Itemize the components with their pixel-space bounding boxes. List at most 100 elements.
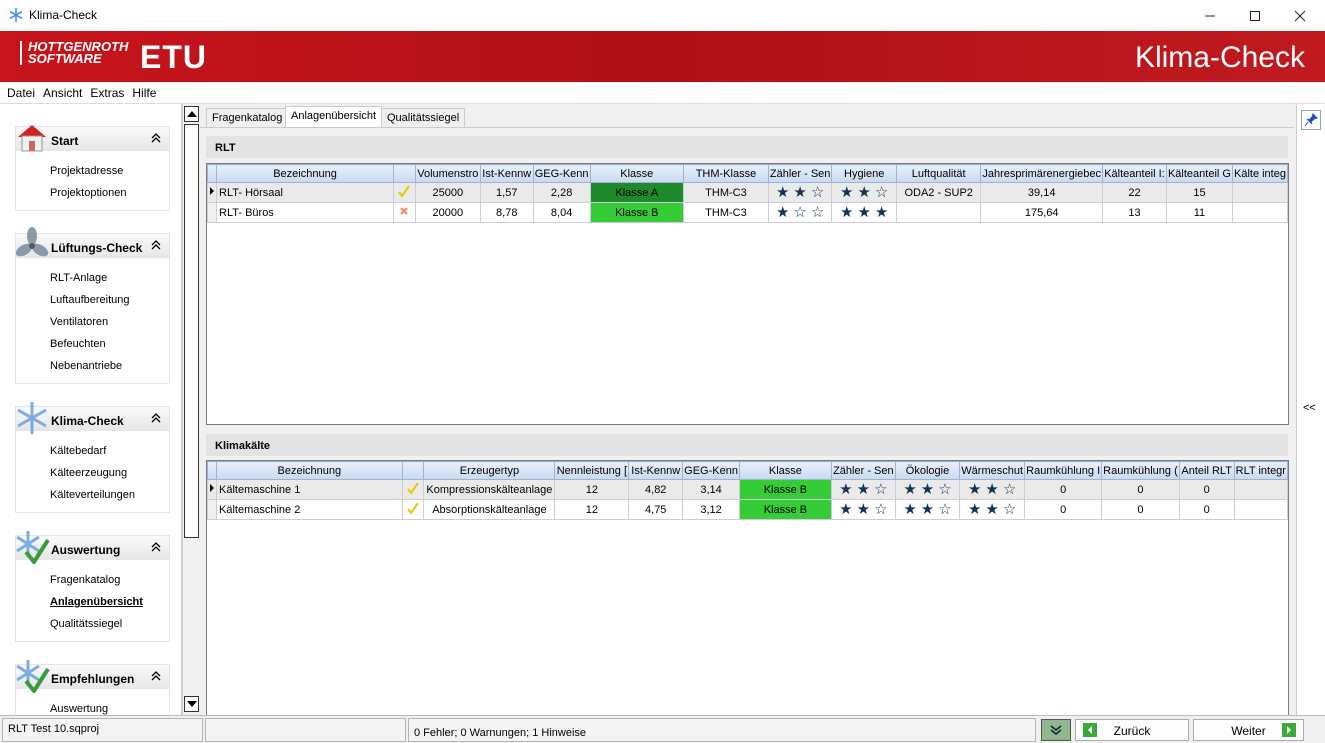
- cell: ODA2 - SUP2: [895, 182, 982, 203]
- nav-item[interactable]: Projektadresse: [50, 165, 124, 177]
- column-header[interactable]: Zähler - Sen: [767, 164, 833, 183]
- expand-button[interactable]: [1041, 719, 1071, 741]
- nav-section-header[interactable]: Klima-Check: [16, 402, 169, 434]
- ok-icon: [398, 185, 411, 198]
- column-header[interactable]: Nennleistung [: [554, 461, 630, 480]
- column-header[interactable]: Kälteanteil I:: [1102, 164, 1167, 183]
- column-header[interactable]: Raumkühlung I: [1024, 461, 1103, 480]
- cell: 0: [1101, 499, 1180, 520]
- tab-active[interactable]: Anlagenübersicht: [285, 106, 383, 127]
- cell: 15: [1165, 182, 1233, 203]
- tab[interactable]: Fragenkatalog: [206, 108, 289, 127]
- column-header[interactable]: GEG-Kenn: [532, 164, 591, 183]
- rlt-table: Bezeichnung Volumenstro Ist-Kennw GEG-Kenn K…: [207, 164, 1288, 223]
- star-filled: ★: [856, 480, 871, 498]
- status-bar: RLT Test 10.sqproj 0 Fehler; 0 Warnungen…: [0, 715, 1325, 743]
- nav-item[interactable]: RLT-Anlage: [50, 272, 108, 284]
- column-header[interactable]: Klasse: [738, 461, 832, 480]
- nav-item[interactable]: Befeuchten: [50, 338, 106, 350]
- menu-item[interactable]: Hilfe: [132, 86, 157, 100]
- collapse-button[interactable]: <<: [1303, 402, 1316, 414]
- next-button[interactable]: Weiter: [1193, 719, 1304, 741]
- column-header[interactable]: RLT integr: [1233, 461, 1288, 480]
- rating: ★ ★ ☆: [830, 479, 896, 500]
- table-row[interactable]: Kältemaschine 1 Kompressionskälteanlage 12…: [207, 479, 1288, 500]
- column-header[interactable]: Bezeichnung: [216, 461, 403, 480]
- app-header: HOTTGENROTH SOFTWARE ETU Klima-Check: [0, 31, 1325, 82]
- cell: 8,04: [532, 202, 591, 223]
- nav-item[interactable]: Ventilatoren: [50, 316, 109, 328]
- tab[interactable]: Qualitätssiegel: [381, 108, 466, 127]
- nav-item[interactable]: Luftaufbereitung: [50, 294, 130, 306]
- column-header[interactable]: Zähler - Sen: [830, 461, 896, 480]
- column-header[interactable]: Luftqualität: [895, 164, 982, 183]
- logo-line2: SOFTWARE: [28, 51, 102, 66]
- ok-icon: [407, 482, 419, 495]
- collapse-icon[interactable]: [151, 133, 161, 143]
- column-header[interactable]: Erzeugertyp: [423, 461, 556, 480]
- column-header[interactable]: GEG-Kenn: [682, 461, 740, 480]
- nav-item[interactable]: Qualitätssiegel: [50, 618, 123, 630]
- title-bar: Klima-Check: [0, 0, 1325, 31]
- rlt-grid: Bezeichnung Volumenstro Ist-Kennw GEG-Kenn K…: [206, 163, 1289, 425]
- nav-item[interactable]: Anlagenübersicht: [50, 596, 143, 608]
- column-header[interactable]: Wärmeschut: [959, 461, 1026, 480]
- cell: 0: [1024, 499, 1103, 520]
- cell: 175,64: [980, 202, 1103, 223]
- menu-item[interactable]: Datei: [7, 86, 36, 100]
- menu-item[interactable]: Extras: [90, 86, 125, 100]
- nav-item[interactable]: Kälteerzeugung: [50, 467, 128, 479]
- nav-item[interactable]: Auswertung: [50, 703, 109, 715]
- pin-button[interactable]: [1301, 110, 1321, 130]
- collapse-icon[interactable]: [151, 240, 161, 250]
- column-header[interactable]: Klasse: [589, 164, 685, 183]
- column-header[interactable]: Ist-Kennw: [479, 164, 534, 183]
- collapse-icon[interactable]: [151, 542, 161, 552]
- file-name: RLT Test 10.sqproj: [2, 718, 203, 742]
- nav-section-title: Start: [51, 134, 79, 148]
- column-header[interactable]: THM-Klasse: [683, 164, 769, 183]
- table-row[interactable]: RLT- Hörsaal 25000 1,57 2,28 Klasse A THM-C3 ★…: [207, 182, 1288, 203]
- cell: 12: [554, 499, 630, 520]
- menu-item[interactable]: Ansicht: [43, 86, 83, 100]
- nav-item[interactable]: Projektoptionen: [50, 187, 127, 199]
- table-row[interactable]: Kältemaschine 2 Absorptionskälteanlage 12 4…: [207, 499, 1288, 520]
- column-header[interactable]: Jahresprimärenergiebec: [980, 164, 1103, 183]
- column-header[interactable]: Ökologie: [894, 461, 961, 480]
- nav-section-header[interactable]: Empfehlungen: [16, 660, 169, 693]
- cell: Klasse B: [738, 499, 832, 520]
- cell: RLT- Hörsaal: [215, 182, 395, 203]
- star-filled: ★: [857, 203, 871, 221]
- star-filled: ★: [840, 183, 854, 201]
- back-button[interactable]: Zurück: [1075, 719, 1189, 741]
- nav-item[interactable]: Kältebedarf: [50, 445, 107, 457]
- table-row[interactable]: RLT- Büros 20000 8,78 8,04 Klasse B THM-C3 ★ ☆ ☆…: [207, 202, 1288, 223]
- app-icon: [9, 8, 23, 22]
- nav-section-header[interactable]: Lüftungs-Check: [15, 227, 169, 258]
- star-empty: ☆: [810, 203, 825, 221]
- column-header[interactable]: Raumkühlung (: [1101, 461, 1180, 480]
- cell: Klasse B: [589, 202, 685, 223]
- collapse-icon[interactable]: [151, 671, 161, 681]
- nav-item[interactable]: Nebenantriebe: [50, 360, 123, 372]
- column-header[interactable]: Ist-Kennw: [628, 461, 684, 480]
- column-header[interactable]: Kälteanteil G: [1165, 164, 1233, 183]
- column-header[interactable]: Hygiene: [831, 164, 897, 183]
- column-header[interactable]: Anteil RLT: [1178, 461, 1235, 480]
- window-controls[interactable]: [1200, 8, 1315, 24]
- nav-list: Kältebedarf Kälteerzeugung Kälteverteilung…: [16, 431, 169, 512]
- column-header[interactable]: Volumenstro: [414, 164, 481, 183]
- star-filled: ★: [985, 500, 999, 518]
- rating: ★ ☆ ☆: [767, 202, 833, 223]
- column-header[interactable]: Bezeichnung: [215, 164, 395, 183]
- column-header[interactable]: Kälte integ: [1231, 164, 1288, 183]
- star-empty: ☆: [874, 480, 888, 498]
- nav-section-header[interactable]: Start: [16, 125, 169, 152]
- scrollbar[interactable]: [182, 104, 200, 715]
- logo-etu: ETU: [140, 39, 207, 75]
- nav-section-header[interactable]: Auswertung: [16, 531, 169, 564]
- cell: 3,14: [682, 479, 740, 500]
- collapse-icon[interactable]: [151, 413, 161, 423]
- nav-item[interactable]: Kälteverteilungen: [50, 489, 136, 501]
- nav-item[interactable]: Fragenkatalog: [50, 574, 121, 586]
